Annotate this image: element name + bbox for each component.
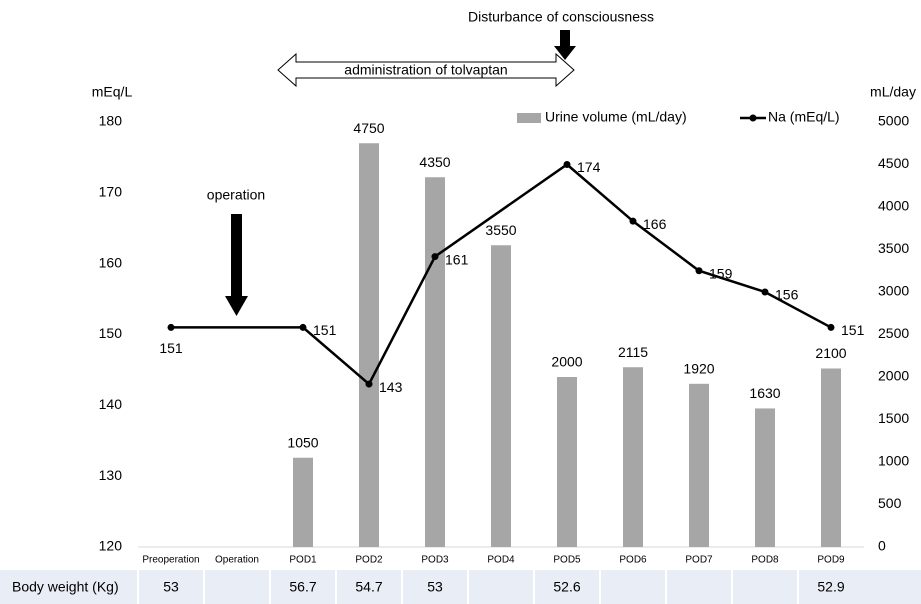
x-tick-label: POD5 bbox=[553, 555, 581, 566]
y2-tick-label: 4500 bbox=[878, 155, 909, 171]
bar-label: 3550 bbox=[485, 222, 516, 238]
line-point bbox=[629, 217, 637, 225]
legend-label: Urine volume (mL/day) bbox=[545, 109, 687, 125]
bar-label: 1050 bbox=[287, 434, 318, 450]
annotation: Disturbance of consciousness bbox=[468, 9, 654, 25]
bar bbox=[557, 377, 577, 547]
x-tick-label: POD4 bbox=[487, 555, 515, 566]
bar-label: 4750 bbox=[353, 120, 384, 136]
line-label: 151 bbox=[159, 340, 183, 356]
y-tick-label: 170 bbox=[99, 184, 123, 200]
annotation: administration of tolvaptan bbox=[344, 62, 507, 78]
annotation: operation bbox=[207, 187, 265, 203]
table-label: Body weight (Kg) bbox=[12, 579, 119, 595]
y2-tick-label: 500 bbox=[878, 495, 902, 511]
line-label: 159 bbox=[709, 265, 733, 281]
y-tick-label: 150 bbox=[99, 325, 123, 341]
bar bbox=[689, 383, 709, 547]
bar bbox=[359, 143, 379, 547]
line-label: 161 bbox=[445, 251, 469, 267]
bar bbox=[293, 457, 313, 547]
x-tick-label: POD7 bbox=[685, 555, 713, 566]
bar bbox=[821, 368, 841, 547]
bar-label: 2100 bbox=[815, 345, 846, 361]
line-point bbox=[827, 323, 835, 331]
y2-tick-label: 2000 bbox=[878, 368, 909, 384]
line-label: 166 bbox=[643, 216, 667, 232]
line-point bbox=[167, 323, 175, 331]
y2-tick-label: 1500 bbox=[878, 410, 909, 426]
x-tick-label: POD2 bbox=[355, 555, 383, 566]
table-row bbox=[0, 570, 921, 604]
table-cell: 53 bbox=[163, 579, 179, 595]
legend-label: Na (mEq/L) bbox=[768, 109, 840, 125]
x-tick-label: POD3 bbox=[421, 555, 449, 566]
table-cell: 54.7 bbox=[355, 579, 382, 595]
y-tick-label: 180 bbox=[99, 113, 123, 129]
x-tick-label: POD8 bbox=[751, 555, 779, 566]
line-point bbox=[431, 253, 439, 261]
line-label: 143 bbox=[379, 379, 403, 395]
line-point bbox=[365, 380, 373, 388]
x-tick-label: Preoperation bbox=[142, 555, 199, 566]
line-label: 156 bbox=[775, 287, 799, 303]
y2-axis-title: mL/day bbox=[870, 84, 916, 100]
bar-label: 1920 bbox=[683, 361, 714, 377]
y2-tick-label: 5000 bbox=[878, 113, 909, 129]
y-axis-title: mEq/L bbox=[92, 84, 133, 100]
legend-swatch bbox=[517, 113, 541, 123]
line-point bbox=[299, 323, 307, 331]
y2-tick-label: 0 bbox=[878, 538, 886, 554]
legend-swatch bbox=[749, 114, 757, 122]
table-cell: 53 bbox=[427, 579, 443, 595]
line-label: 174 bbox=[577, 159, 601, 175]
x-tick-label: POD6 bbox=[619, 555, 647, 566]
line-point bbox=[695, 267, 703, 275]
double-arrow bbox=[277, 52, 575, 88]
arrow bbox=[225, 214, 248, 316]
y-tick-label: 160 bbox=[99, 254, 123, 270]
bar-label: 2115 bbox=[618, 344, 648, 360]
line-point bbox=[563, 161, 571, 168]
y-tick-label: 120 bbox=[99, 538, 123, 554]
y2-tick-label: 3500 bbox=[878, 240, 909, 256]
bar bbox=[425, 177, 445, 547]
y2-tick-label: 4000 bbox=[878, 198, 909, 214]
line-label: 151 bbox=[313, 322, 337, 338]
y2-tick-label: 3000 bbox=[878, 283, 909, 299]
bar bbox=[491, 245, 511, 547]
arrow bbox=[554, 30, 576, 60]
bar bbox=[623, 367, 643, 547]
bar-label: 2000 bbox=[551, 354, 582, 370]
table-cell: 52.6 bbox=[553, 579, 580, 595]
line-point bbox=[761, 288, 769, 296]
y2-tick-label: 1000 bbox=[878, 453, 909, 469]
x-tick-label: POD9 bbox=[817, 555, 845, 566]
table-cell: 56.7 bbox=[289, 579, 316, 595]
table-cell: 52.9 bbox=[817, 579, 844, 595]
bar bbox=[755, 408, 775, 547]
x-tick-label: Operation bbox=[215, 555, 259, 566]
line-label: 151 bbox=[841, 322, 865, 338]
bar-label: 4350 bbox=[419, 154, 450, 170]
y2-tick-label: 2500 bbox=[878, 325, 909, 341]
y-tick-label: 130 bbox=[99, 467, 123, 483]
y-tick-label: 140 bbox=[99, 396, 123, 412]
bar-label: 1630 bbox=[749, 385, 780, 401]
x-tick-label: POD1 bbox=[289, 555, 317, 566]
